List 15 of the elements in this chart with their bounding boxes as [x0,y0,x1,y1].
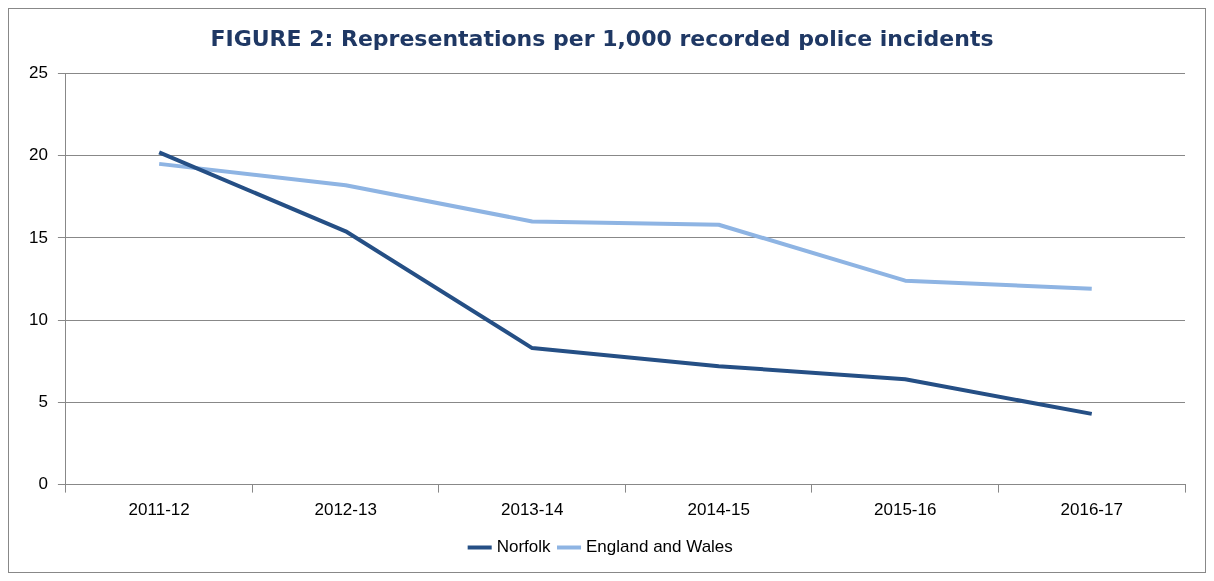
y-tick-label: 15 [28,227,48,247]
y-tick-label: 25 [28,63,48,83]
x-tick-label: 2015-16 [874,500,937,520]
x-tick-label: 2013-14 [501,500,564,520]
legend-label: England and Wales [586,537,733,557]
x-tick-label: 2014-15 [687,500,750,520]
y-tick-label: 10 [28,309,48,329]
x-tick-label: 2012-13 [314,500,377,520]
x-tick-label: 2016-17 [1060,500,1123,520]
legend-label: Norfolk [496,537,552,557]
y-tick-label: 5 [38,392,48,412]
y-tick-label: 20 [28,145,48,165]
x-tick-label: 2011-12 [128,500,190,520]
chart-title: FIGURE 2: Representations per 1,000 recorded police incidents [210,25,994,51]
y-tick-label: 0 [38,474,48,494]
